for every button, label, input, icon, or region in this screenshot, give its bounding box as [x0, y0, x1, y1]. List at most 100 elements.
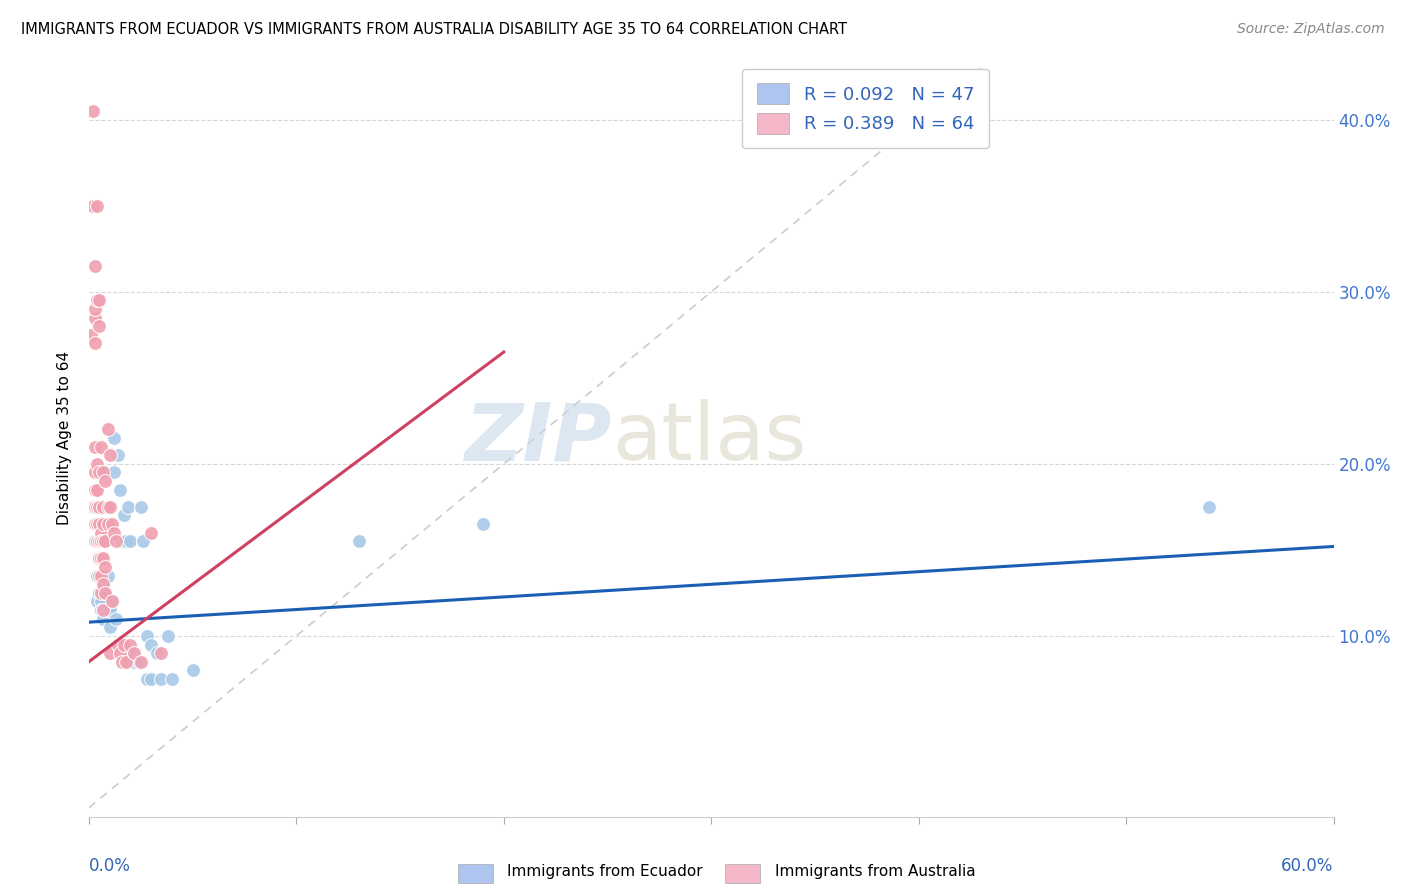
Point	[93, 603, 115, 617]
Point	[156, 629, 179, 643]
Text: Immigrants from Australia: Immigrants from Australia	[775, 864, 976, 880]
Point	[89, 293, 111, 308]
Point	[100, 594, 122, 608]
Point	[96, 517, 118, 532]
Point	[84, 517, 107, 532]
Point	[90, 586, 112, 600]
Point	[104, 534, 127, 549]
Point	[94, 500, 117, 514]
Point	[84, 483, 107, 497]
Point	[82, 104, 104, 119]
Point	[93, 466, 115, 480]
Point	[120, 534, 142, 549]
Point	[86, 500, 108, 514]
Point	[96, 603, 118, 617]
Point	[98, 620, 121, 634]
Point	[89, 466, 111, 480]
Point	[86, 594, 108, 608]
Text: Source: ZipAtlas.com: Source: ZipAtlas.com	[1237, 22, 1385, 37]
Point	[90, 568, 112, 582]
Point	[139, 638, 162, 652]
Point	[98, 500, 121, 514]
Point	[84, 466, 107, 480]
Point	[124, 655, 146, 669]
Point	[98, 448, 121, 462]
Point	[100, 594, 122, 608]
Point	[94, 586, 117, 600]
Point	[89, 568, 111, 582]
Point	[96, 500, 118, 514]
Point	[129, 655, 152, 669]
Point	[128, 655, 150, 669]
Point	[181, 663, 204, 677]
Point	[347, 534, 370, 549]
Point	[90, 551, 112, 566]
Point	[90, 517, 112, 532]
Point	[103, 466, 125, 480]
Point	[84, 440, 107, 454]
Point	[86, 199, 108, 213]
Point	[120, 638, 142, 652]
Point	[89, 534, 111, 549]
Text: ZIP: ZIP	[464, 399, 612, 477]
Point	[139, 525, 162, 540]
Point	[90, 603, 112, 617]
Point	[100, 517, 122, 532]
Point	[472, 517, 495, 532]
Point	[84, 534, 107, 549]
Point	[94, 534, 117, 549]
Point	[112, 508, 135, 523]
Point	[136, 629, 159, 643]
Point	[86, 517, 108, 532]
Point	[103, 525, 125, 540]
Point	[90, 594, 112, 608]
Point	[90, 525, 112, 540]
Point	[94, 466, 117, 480]
Text: IMMIGRANTS FROM ECUADOR VS IMMIGRANTS FROM AUSTRALIA DISABILITY AGE 35 TO 64 COR: IMMIGRANTS FROM ECUADOR VS IMMIGRANTS FR…	[21, 22, 846, 37]
Point	[84, 301, 107, 316]
Point	[86, 534, 108, 549]
Point	[80, 327, 103, 342]
Point	[93, 603, 115, 617]
Point	[111, 655, 134, 669]
Point	[93, 577, 115, 591]
Point	[108, 483, 131, 497]
Point	[86, 483, 108, 497]
Point	[115, 534, 138, 549]
Point	[112, 638, 135, 652]
Point	[94, 586, 117, 600]
Point	[84, 336, 107, 351]
Text: Immigrants from Ecuador: Immigrants from Ecuador	[508, 864, 703, 880]
Point	[89, 500, 111, 514]
Point	[107, 448, 129, 462]
Point	[94, 474, 117, 488]
Point	[93, 534, 115, 549]
Point	[132, 534, 155, 549]
Point	[111, 534, 134, 549]
Point	[82, 199, 104, 213]
Point	[98, 646, 121, 660]
Point	[117, 500, 139, 514]
Point	[139, 672, 162, 686]
Text: 60.0%: 60.0%	[1281, 856, 1334, 875]
Point	[84, 259, 107, 273]
Point	[160, 672, 183, 686]
Y-axis label: Disability Age 35 to 64: Disability Age 35 to 64	[58, 351, 72, 525]
Text: 0.0%: 0.0%	[89, 856, 131, 875]
Point	[150, 646, 173, 660]
Point	[86, 568, 108, 582]
Point	[89, 517, 111, 532]
Point	[93, 612, 115, 626]
Point	[93, 577, 115, 591]
Point	[86, 457, 108, 471]
Point	[146, 646, 169, 660]
Point	[93, 517, 115, 532]
Point	[129, 500, 152, 514]
Point	[82, 500, 104, 514]
Point	[1198, 500, 1220, 514]
Point	[84, 500, 107, 514]
Point	[124, 646, 146, 660]
Point	[115, 655, 138, 669]
Point	[93, 500, 115, 514]
Point	[89, 551, 111, 566]
